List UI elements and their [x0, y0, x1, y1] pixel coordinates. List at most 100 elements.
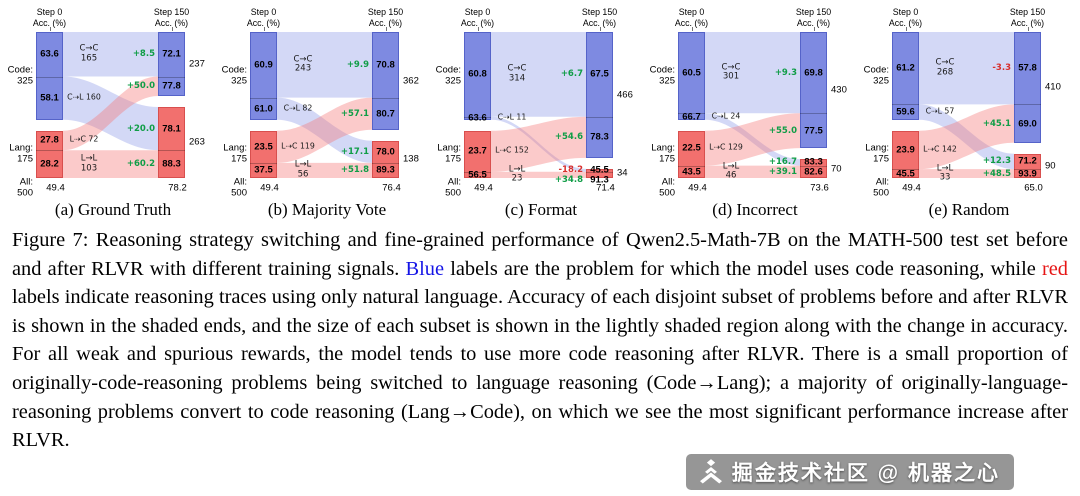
flow-label-code-code: C→C 243: [293, 54, 313, 74]
code-after-box: [1014, 32, 1041, 143]
acc-after-code-lang: 78.0: [376, 146, 395, 158]
delta-code-code: +6.7: [560, 69, 583, 80]
header-tick-right: [599, 27, 601, 31]
lang-after-box: [586, 168, 613, 178]
sankey-ribbons: [277, 32, 372, 178]
acc-after-code-lang: 45.5: [590, 164, 609, 176]
acc-after-lang-code: 78.3: [590, 131, 609, 143]
delta-lang-lang: +34.8: [554, 175, 583, 186]
delta-code-code: +9.3: [774, 67, 797, 78]
flow-label-code-code: C→C 165: [79, 43, 99, 64]
step0-header: Step 0 Acc. (%): [674, 7, 709, 28]
all-acc-after: 73.6: [810, 182, 829, 194]
step0-header: Step 0 Acc. (%): [460, 7, 495, 28]
flow-label-code-lang: C⇢L 11: [497, 112, 527, 122]
lang-row-label: Lang: 175: [223, 142, 247, 165]
cell-divider: [678, 165, 705, 167]
all-acc-before: 49.4: [902, 182, 921, 194]
cell-divider: [892, 104, 919, 106]
acc-after-lang-code: 77.5: [804, 125, 823, 137]
delta-lang-code: +45.1: [982, 118, 1011, 129]
acc-before-code-code: 60.5: [682, 67, 701, 79]
watermark: 掘金技术社区 @ 机器之心: [685, 454, 1014, 490]
step150-header: Step 150 Acc. (%): [795, 7, 832, 28]
cell-divider: [678, 113, 705, 115]
sankey-panel-b: Step 0 Acc. (%) Step 150 Acc. (%) 60.9 61.0…: [220, 2, 434, 198]
acc-before-lang-lang: 37.5: [254, 164, 273, 176]
flow-code-to-lang: [705, 113, 800, 166]
acc-before-code-code: 63.6: [40, 48, 59, 60]
cell-divider: [1014, 169, 1041, 171]
delta-code-lang: -18.2: [558, 165, 584, 176]
cell-divider: [800, 165, 827, 167]
flow-lang-to-code: [277, 97, 372, 163]
code-row-label: Code: 325: [863, 64, 889, 86]
all-acc-before: 49.4: [688, 182, 707, 194]
delta-lang-code: +55.0: [768, 125, 797, 136]
flow-label-code-code: C→C 268: [935, 57, 955, 78]
cell-divider: [250, 162, 277, 164]
flow-code-to-lang: [919, 104, 1014, 170]
caption-segment-0: Figure 7: Reasoning strategy switching a…: [12, 229, 1068, 280]
acc-before-code-code: 60.9: [254, 59, 273, 71]
flow-label-code-code: C→C 301: [721, 62, 741, 82]
all-acc-after: 76.4: [382, 182, 401, 194]
acc-after-code-code: 67.5: [590, 68, 609, 80]
flow-label-code-lang: C⇢L 57: [925, 106, 955, 116]
acc-before-code-lang: 59.6: [896, 106, 915, 118]
delta-code-code: +8.5: [132, 49, 155, 60]
sankey-panel-c: Step 0 Acc. (%) Step 150 Acc. (%) 60.8 63.6…: [434, 2, 648, 198]
lang-before-box: [250, 130, 277, 178]
step150-header: Step 150 Acc. (%): [367, 7, 404, 28]
delta-lang-lang: +48.5: [982, 168, 1011, 179]
sankey-panel-d: Step 0 Acc. (%) Step 150 Acc. (%) 60.5 66.7…: [648, 2, 862, 198]
header-tick-left: [263, 27, 265, 31]
flow-label-code-lang: C⇢L 160: [67, 92, 101, 102]
acc-after-code-lang: 83.3: [804, 156, 823, 168]
acc-after-code-code: 57.8: [1018, 62, 1037, 74]
delta-lang-code: +50.0: [126, 81, 155, 92]
acc-after-lang-code: 69.0: [1018, 118, 1037, 130]
sankey-panels: Step 0 Acc. (%) Step 150 Acc. (%) 63.6 58.1…: [0, 0, 1080, 198]
code-after-count: 237: [189, 58, 205, 70]
sankey-ribbons: [705, 32, 800, 178]
sankey-ribbons: [491, 32, 586, 178]
flow-code-to-lang: [63, 76, 158, 151]
lang-after-count: 70: [831, 163, 842, 175]
code-row-label: Code: 325: [7, 64, 33, 86]
acc-before-code-lang: 61.0: [254, 103, 273, 115]
cell-divider: [800, 113, 827, 115]
code-after-box: [158, 32, 185, 96]
flow-lang-to-code: [705, 113, 800, 166]
delta-code-lang: +12.3: [982, 156, 1011, 167]
acc-before-code-code: 60.8: [468, 68, 487, 80]
flow-label-lang-code: L⇢C 152: [495, 145, 529, 155]
sankey-ribbons: [63, 32, 158, 178]
cell-divider: [464, 171, 491, 173]
panel-caption-c: (c) Format: [504, 200, 578, 219]
code-after-count: 410: [1045, 81, 1061, 93]
panel-caption-e: (e) Random: [928, 200, 1010, 219]
acc-after-lang-lang: 88.3: [162, 158, 181, 170]
cell-divider: [586, 116, 613, 118]
code-after-box: [586, 32, 613, 158]
acc-before-lang-code: 27.8: [40, 134, 59, 146]
header-tick-right: [813, 27, 815, 31]
flow-label-lang-lang: L→L 46: [722, 161, 740, 181]
acc-before-code-lang: 63.6: [468, 112, 487, 124]
flow-lang-to-lang: [63, 150, 158, 178]
lang-after-box: [800, 159, 827, 178]
step0-header: Step 0 Acc. (%): [246, 7, 281, 28]
flow-code-to-code: [705, 32, 800, 114]
header-tick-left: [477, 27, 479, 31]
all-acc-after: 65.0: [1024, 182, 1043, 194]
code-before-box: [892, 32, 919, 120]
lang-after-box: [158, 106, 185, 178]
flow-label-lang-lang: L→L 33: [936, 163, 954, 183]
panel-caption-d: (d) Incorrect: [712, 200, 798, 219]
cell-divider: [158, 76, 185, 78]
cell-divider: [586, 171, 613, 173]
flow-lang-to-lang: [705, 165, 800, 178]
acc-before-lang-lang: 28.2: [40, 158, 59, 170]
delta-code-lang: +17.1: [340, 146, 369, 157]
